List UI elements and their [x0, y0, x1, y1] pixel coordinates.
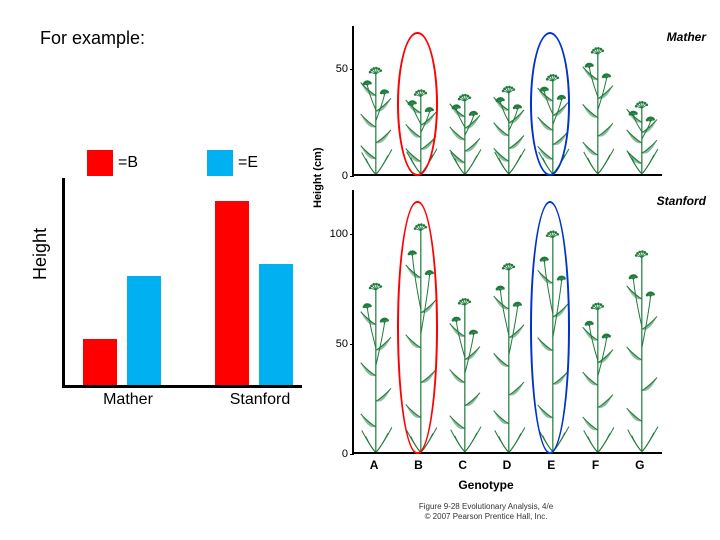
height-axis-title: Height (cm): [312, 148, 324, 209]
plant-icon: [492, 84, 526, 174]
ytick: 0: [324, 170, 348, 182]
bar-stanford-b: [215, 201, 249, 385]
genotype-label: E: [529, 458, 573, 476]
genotype-axis-title: Genotype: [306, 478, 666, 492]
genotype-label: G: [618, 458, 662, 476]
plant-icon: [581, 41, 615, 174]
x-label-stanford: Stanford: [215, 391, 305, 409]
genotype-label: F: [573, 458, 617, 476]
ytick: 50: [324, 338, 348, 350]
x-label-mather: Mather: [83, 391, 173, 409]
genotype-labels-row: ABCDEFG: [352, 458, 662, 476]
panel-stanford: Stanford 050100: [352, 190, 662, 454]
plant-icon: [625, 101, 659, 174]
swatch-e: [207, 150, 233, 176]
genotype-label: D: [485, 458, 529, 476]
figure-credit: Figure 9-28 Evolutionary Analysis, 4/e ©…: [306, 502, 666, 523]
ytick: 100: [324, 228, 348, 240]
legend-b-label: =B: [118, 154, 138, 172]
credit-line-2: © 2007 Pearson Prentice Hall, Inc.: [425, 512, 548, 521]
ytick: 0: [324, 448, 348, 460]
panel-mather: Mather 050: [352, 26, 662, 176]
plant-icon: [359, 63, 393, 174]
y-axis-label: Height: [30, 228, 51, 280]
bar-chart: Height =B =E Mather Stanford: [32, 150, 302, 410]
plant-icon: [492, 250, 526, 452]
bar-stanford-e: [259, 264, 293, 385]
plant-icon: [448, 93, 482, 174]
bar-plot-area: Mather Stanford: [62, 178, 302, 388]
panel-stanford-title: Stanford: [657, 194, 706, 208]
genotype-label: C: [441, 458, 485, 476]
legend-e-label: =E: [238, 154, 258, 172]
swatch-b: [87, 150, 113, 176]
ytick: 50: [324, 63, 348, 75]
legend-e: =E: [207, 150, 258, 176]
page-title: For example:: [40, 28, 145, 49]
plant-icon: [404, 206, 438, 452]
genotype-label: B: [396, 458, 440, 476]
plant-icon: [536, 71, 570, 174]
plant-icon: [404, 88, 438, 174]
figure-panels: Height (cm) Mather 050 Stanford 050100 A…: [306, 18, 706, 498]
bar-mather-e: [127, 276, 161, 385]
plant-icon: [448, 289, 482, 452]
plant-icon: [536, 214, 570, 452]
plant-icon: [581, 294, 615, 452]
plant-icon: [625, 236, 659, 452]
panel-mather-title: Mather: [667, 30, 706, 44]
genotype-label: A: [352, 458, 396, 476]
credit-line-1: Figure 9-28 Evolutionary Analysis, 4/e: [419, 502, 553, 511]
plant-icon: [359, 272, 393, 452]
bar-mather-b: [83, 339, 117, 385]
legend-b: =B: [87, 150, 138, 176]
